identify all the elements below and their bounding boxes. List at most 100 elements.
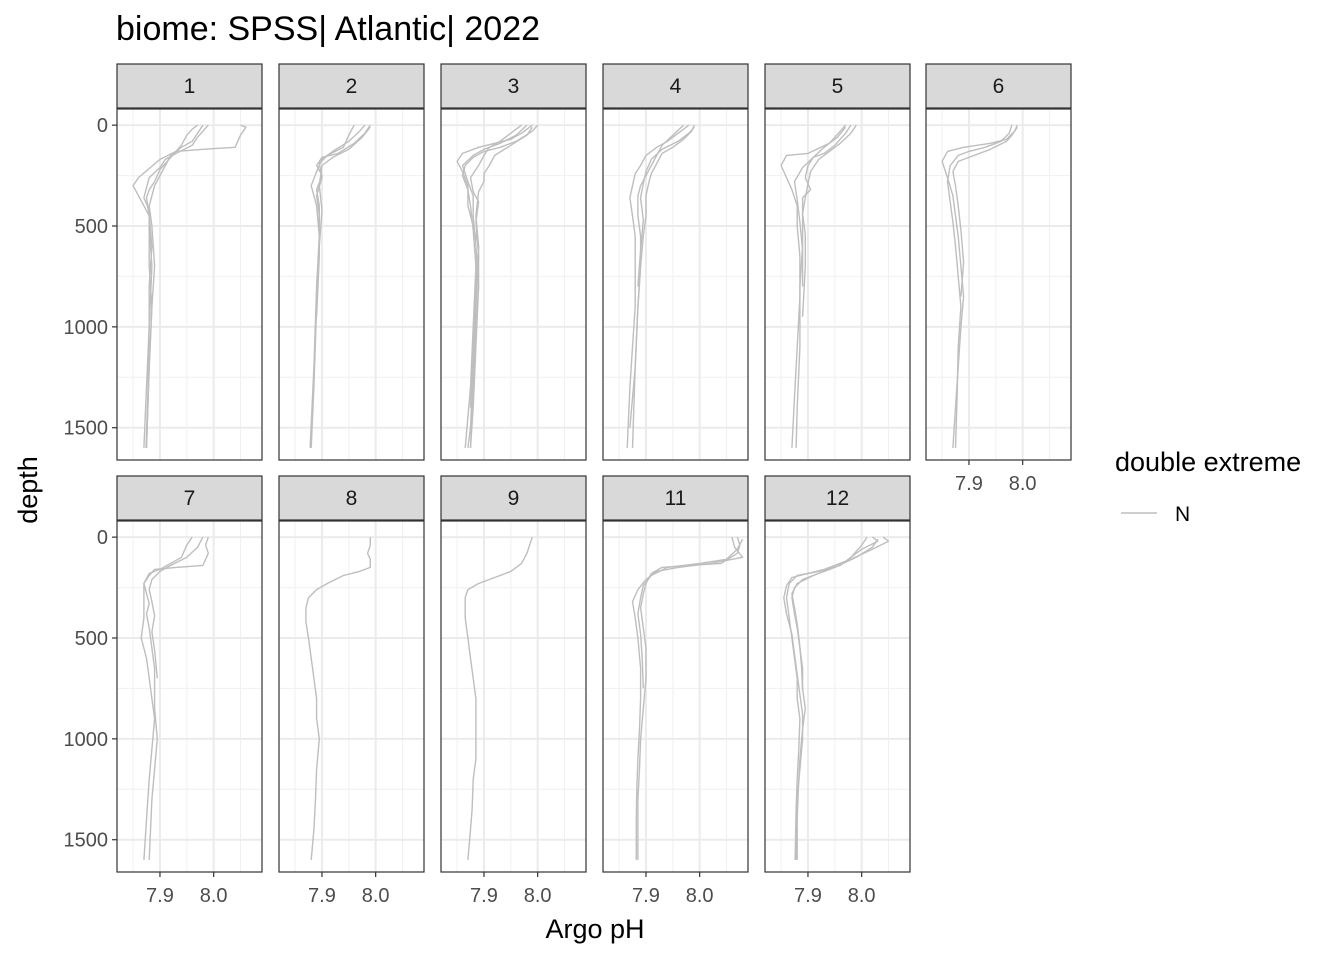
panel-border bbox=[764, 520, 911, 873]
facet-panel-7: 7 0 500 1000 1500 7.9 8.0 bbox=[64, 475, 263, 907]
panel-border bbox=[925, 108, 1072, 461]
legend-title: double extreme bbox=[1115, 447, 1301, 477]
panel-border bbox=[116, 520, 263, 873]
profile-line bbox=[461, 124, 539, 448]
profile-line bbox=[148, 536, 204, 679]
panel-border bbox=[278, 520, 425, 873]
facet-strip-label: 6 bbox=[993, 75, 1005, 98]
facet-strip bbox=[602, 63, 749, 109]
y-tick-label: 1500 bbox=[64, 418, 109, 440]
facet-panel-3: 3 bbox=[440, 63, 587, 461]
facet-panel-5: 5 bbox=[764, 63, 911, 461]
panel-background bbox=[279, 109, 424, 460]
y-tick-label: 500 bbox=[75, 628, 108, 650]
profile-line bbox=[461, 124, 528, 448]
facet-strip bbox=[602, 475, 749, 521]
panel-border bbox=[440, 520, 587, 873]
facet-strip-label: 12 bbox=[826, 487, 849, 510]
facet-panel-2: 2 bbox=[278, 63, 425, 461]
x-tick-label: 8.0 bbox=[1009, 473, 1037, 495]
facet-strip-label: 3 bbox=[508, 75, 520, 98]
y-tick-label: 1000 bbox=[64, 317, 109, 339]
y-tick-label: 0 bbox=[97, 527, 108, 549]
profile-line bbox=[946, 124, 1013, 448]
profile-line bbox=[783, 536, 879, 860]
y-tick-label: 1500 bbox=[64, 830, 109, 852]
facet-strip-label: 8 bbox=[346, 487, 358, 510]
facet-strip-label: 5 bbox=[832, 75, 844, 98]
panel-background bbox=[603, 109, 748, 460]
panel-background bbox=[603, 521, 748, 872]
facet-strip bbox=[440, 63, 587, 109]
profile-line bbox=[941, 124, 1018, 448]
facet-strip bbox=[116, 475, 263, 521]
y-axis-title: depth bbox=[13, 456, 43, 524]
panel-border bbox=[440, 108, 587, 461]
y-tick-label: 500 bbox=[75, 216, 108, 238]
profile-line bbox=[631, 536, 744, 860]
profile-line bbox=[637, 536, 741, 860]
profile-line bbox=[143, 536, 210, 860]
profile-line bbox=[626, 124, 690, 448]
facet-strip bbox=[278, 63, 425, 109]
profile-line bbox=[464, 536, 533, 860]
profile-line bbox=[952, 126, 1018, 297]
profile-line bbox=[780, 124, 847, 448]
x-tick-label: 7.9 bbox=[955, 473, 983, 495]
x-tick-label: 8.0 bbox=[362, 885, 390, 907]
facet-panel-6: 6 7.9 8.0 bbox=[925, 63, 1072, 495]
y-tick-label: 0 bbox=[97, 115, 108, 137]
facet-panel-4: 4 bbox=[602, 63, 749, 461]
facet-panel-1: 1 0 500 1000 1500 bbox=[64, 63, 263, 461]
profile-line bbox=[629, 124, 695, 428]
facet-panel-9: 9 7.9 8.0 bbox=[440, 475, 587, 907]
profile-line bbox=[145, 124, 204, 448]
x-tick-label: 7.9 bbox=[794, 885, 822, 907]
profile-line bbox=[637, 538, 744, 689]
facet-strip-label: 9 bbox=[508, 487, 520, 510]
x-tick-label: 8.0 bbox=[686, 885, 714, 907]
x-axis-title: Argo pH bbox=[545, 914, 644, 944]
panel-border bbox=[602, 520, 749, 873]
legend-label-N: N bbox=[1175, 503, 1190, 526]
facet-panel-11: 11 7.9 8.0 bbox=[602, 475, 749, 907]
facet-strip-label: 1 bbox=[184, 75, 196, 98]
profile-line bbox=[793, 126, 847, 287]
x-tick-label: 8.0 bbox=[524, 885, 552, 907]
x-tick-label: 7.9 bbox=[146, 885, 174, 907]
facet-strip-label: 2 bbox=[346, 75, 358, 98]
panel-background bbox=[765, 109, 910, 460]
legend: double extreme N bbox=[1115, 447, 1301, 526]
profile-line bbox=[140, 536, 193, 860]
facet-strip-label: 7 bbox=[184, 487, 196, 510]
facet-panel-8: 8 7.9 8.0 bbox=[278, 475, 425, 907]
profile-line bbox=[469, 126, 533, 408]
panel-background bbox=[441, 521, 586, 872]
facet-strip bbox=[116, 63, 263, 109]
y-tick-label: 1000 bbox=[64, 729, 109, 751]
facet-strip bbox=[278, 475, 425, 521]
panel-border bbox=[278, 108, 425, 461]
profile-line bbox=[309, 124, 366, 448]
facet-strip bbox=[440, 475, 587, 521]
profile-line bbox=[315, 126, 371, 297]
profile-line bbox=[791, 538, 879, 691]
facet-strip-label: 11 bbox=[665, 487, 687, 510]
panel-background bbox=[765, 521, 910, 872]
profile-line bbox=[637, 126, 695, 287]
facet-strip-label: 4 bbox=[670, 75, 682, 98]
profile-line bbox=[305, 537, 371, 860]
facet-strip bbox=[764, 475, 911, 521]
facet-strip bbox=[925, 63, 1072, 109]
x-tick-label: 8.0 bbox=[848, 885, 876, 907]
profile-line bbox=[467, 124, 523, 448]
facet-strip bbox=[764, 63, 911, 109]
panel-background bbox=[117, 521, 262, 872]
x-tick-label: 8.0 bbox=[200, 885, 228, 907]
facet-panel-12: 12 7.9 8.0 bbox=[764, 475, 911, 907]
facet-panels: 1 0 500 1000 1500 2 3 4 5 6 7.9 8.0 7 0 500 1000 1500 7.9… bbox=[64, 63, 1072, 907]
profile-line bbox=[795, 124, 852, 448]
profile-line bbox=[145, 124, 199, 448]
x-tick-label: 7.9 bbox=[632, 885, 660, 907]
chart-title: biome: SPSS| Atlantic| 2022 bbox=[116, 10, 540, 48]
